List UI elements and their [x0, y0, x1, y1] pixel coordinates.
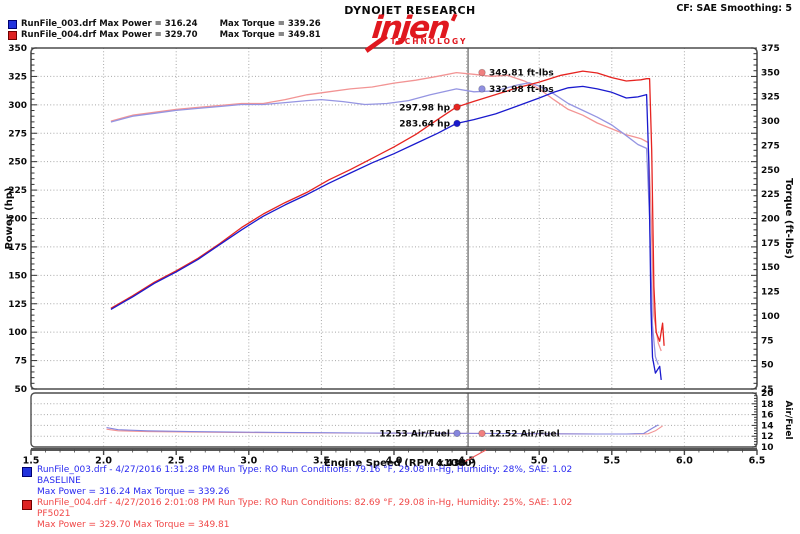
left-axis-tick-label: 125: [8, 300, 27, 310]
dynojet-research-title: DYNOJET RESEARCH: [344, 4, 476, 17]
torque-axis-title: Torque (ft-lbs): [783, 178, 794, 259]
right-axis-tick-label: 325: [761, 93, 780, 103]
run004-info-swatch-icon: [22, 500, 32, 510]
right-axis-tick-label: 250: [761, 166, 780, 176]
run003-max-line: Max Power = 316.24 Max Torque = 339.26: [37, 487, 230, 497]
left-axis-tick-label: 50: [14, 385, 27, 395]
x-tick-label: 4.0: [386, 456, 403, 467]
left-axis-tick-label: 325: [8, 72, 27, 82]
left-axis-tick-label: 75: [14, 357, 27, 367]
run003-swatch-icon: [8, 19, 17, 29]
left-axis-tick-label: 150: [8, 271, 27, 281]
run004-max-torque: Max Torque = 349.81: [219, 30, 321, 40]
right-axis-tick-label: 275: [761, 141, 780, 151]
left-axis-tick-label: 350: [8, 44, 27, 54]
x-tick-label: 1.5: [23, 456, 40, 467]
run003-info-swatch-icon: [22, 467, 32, 477]
af-axis-title: Air/Fuel: [783, 400, 793, 439]
right-axis-tick-label: 150: [761, 263, 780, 273]
injen-technology-label: TECHNOLOGY: [390, 37, 468, 46]
right-axis-tick-label: 75: [761, 336, 774, 346]
af-tick-label: 16: [761, 411, 774, 421]
injen-logo: injen: [364, 10, 458, 53]
run004-name-line: PF5021: [37, 509, 71, 519]
value-callout: 283.64 hp: [399, 120, 450, 130]
airfuel-runfile-003-curve: [106, 424, 659, 435]
marker-dot: [453, 119, 461, 128]
power-runfile-004-curve: [110, 70, 665, 346]
af-tick-label: 10: [761, 443, 774, 453]
marker-dot: [453, 429, 461, 438]
legend-row-run004: RunFile_004.drf Max Power = 329.70 Max T…: [8, 30, 321, 40]
af-tick-label: 18: [761, 400, 774, 410]
torque-runfile-003-curve: [110, 82, 659, 365]
left-axis-tick-label: 200: [8, 215, 27, 225]
cursor-rpm-readout: 4.430: [436, 458, 466, 469]
run004-max-line: Max Power = 329.70 Max Torque = 349.81: [37, 520, 230, 530]
left-axis-tick-label: 275: [8, 129, 27, 139]
af-tick-label: 20: [761, 389, 774, 399]
x-tick-label: 2.0: [95, 456, 112, 467]
run003-max-torque: Max Torque = 339.26: [219, 19, 321, 29]
cursor-readout-leader: [464, 449, 487, 462]
torque-runfile-004-curve: [110, 71, 662, 352]
x-tick-label: 6.5: [749, 456, 766, 467]
right-axis-tick-label: 300: [761, 117, 780, 127]
right-axis-tick-label: 375: [761, 44, 780, 54]
power-axis-title: Power (hp): [4, 187, 15, 249]
left-axis-tick-label: 250: [8, 158, 27, 168]
left-axis-tick-label: 225: [8, 186, 27, 196]
run004-max-power: RunFile_004.drf Max Power = 329.70: [21, 30, 198, 40]
af-tick-label: 12: [761, 432, 774, 442]
right-axis-tick-label: 50: [761, 361, 774, 371]
x-tick-label: 5.5: [603, 456, 620, 467]
run003-info-entry: RunFile_003.drf - 4/27/2016 1:31:28 PM R…: [22, 465, 572, 498]
power-runfile-003-curve: [110, 85, 662, 380]
af-tick-label: 14: [761, 421, 774, 431]
injen-tick-icon: [450, 13, 458, 22]
right-axis-tick-label: 200: [761, 215, 780, 225]
right-axis-tick-label: 225: [761, 190, 780, 200]
left-axis-tick-label: 175: [8, 243, 27, 253]
run003-name-line: BASELINE: [37, 476, 81, 486]
marker-dot: [453, 103, 461, 111]
left-axis-tick-label: 300: [8, 101, 27, 111]
brand-block: DYNOJET RESEARCH injen TECHNOLOGY: [300, 4, 520, 53]
value-callout: 349.81 ft-lbs: [489, 69, 554, 79]
x-tick-label: 5.0: [531, 456, 548, 467]
legend-row-run003: RunFile_003.drf Max Power = 316.24 Max T…: [8, 19, 321, 29]
right-axis-tick-label: 100: [761, 312, 780, 322]
run003-conditions-line: RunFile_003.drf - 4/27/2016 1:31:28 PM R…: [37, 465, 573, 475]
value-callout: 12.53 Air/Fuel: [379, 430, 450, 440]
x-tick-label: 6.0: [676, 456, 693, 467]
x-axis-title: Engine Speed (RPM x1000): [324, 458, 476, 469]
right-axis-tick-label: 125: [761, 288, 780, 298]
right-axis-tick-label: 25: [761, 385, 774, 395]
value-callout: 297.98 hp: [399, 103, 450, 113]
max-values-legend: RunFile_003.drf Max Power = 316.24 Max T…: [8, 19, 321, 41]
x-tick-label: 2.5: [168, 456, 185, 467]
marker-dot: [478, 68, 486, 77]
value-callout: 332.98 ft-lbs: [489, 85, 554, 95]
x-tick-label: 3.0: [240, 456, 257, 467]
marker-dot: [478, 429, 486, 438]
run003-max-power: RunFile_003.drf Max Power = 316.24: [21, 19, 198, 29]
right-axis-tick-label: 175: [761, 239, 780, 249]
marker-dot: [478, 85, 486, 93]
x-tick-label: 3.5: [313, 456, 330, 467]
correction-smoothing-label: CF: SAE Smoothing: 5: [676, 3, 792, 14]
left-axis-tick-label: 100: [8, 328, 27, 338]
right-axis-tick-label: 350: [761, 68, 780, 78]
run004-conditions-line: RunFile_004.drf - 4/27/2016 2:01:08 PM R…: [37, 498, 573, 508]
value-callout: 12.52 Air/Fuel: [489, 430, 560, 440]
run004-info-entry: RunFile_004.drf - 4/27/2016 2:01:08 PM R…: [22, 498, 572, 531]
run004-swatch-icon: [8, 30, 17, 40]
